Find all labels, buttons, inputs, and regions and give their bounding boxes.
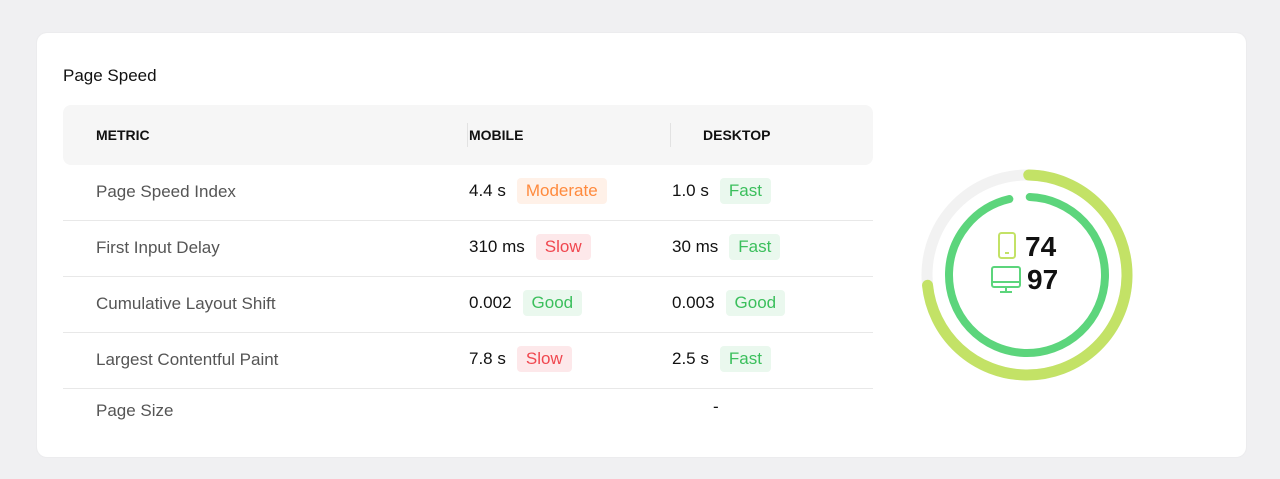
desktop-cell: 30 ms Fast xyxy=(672,234,781,260)
desktop-value: 1.0 s xyxy=(672,181,709,200)
table-row: Cumulative Layout Shift 0.002 Good 0.003 G… xyxy=(63,277,873,333)
monitor-icon xyxy=(991,266,1021,293)
desktop-cell: 2.5 s Fast xyxy=(672,346,771,372)
desktop-status-badge: Fast xyxy=(719,178,771,204)
mobile-value: 4.4 s xyxy=(469,181,506,200)
header-desktop: DESKTOP xyxy=(703,127,771,143)
header-metric: METRIC xyxy=(96,127,150,143)
metric-name: First Input Delay xyxy=(96,238,220,257)
metric-name: Page Size xyxy=(96,401,174,420)
metric-name: Cumulative Layout Shift xyxy=(96,294,276,313)
desktop-score-ring xyxy=(945,193,1109,357)
mobile-value: 0.002 xyxy=(469,293,512,312)
column-divider xyxy=(467,123,468,147)
page-speed-card: Page Speed METRIC MOBILE DESKTOP Page Sp… xyxy=(37,33,1246,457)
desktop-status-badge: Fast xyxy=(729,234,781,260)
page-size-value: - xyxy=(713,397,719,416)
mobile-cell: 310 ms Slow xyxy=(469,234,591,260)
table-row-page-size: Page Size - xyxy=(63,389,873,429)
smartphone-icon xyxy=(998,232,1016,259)
mobile-value: 7.8 s xyxy=(469,349,506,368)
mobile-status-badge: Good xyxy=(522,290,583,316)
table-row: Largest Contentful Paint 7.8 s Slow 2.5 s… xyxy=(63,333,873,389)
mobile-cell: 7.8 s Slow xyxy=(469,346,572,372)
table-row: First Input Delay 310 ms Slow 30 ms Fast xyxy=(63,221,873,277)
mobile-status-badge: Slow xyxy=(535,234,591,260)
mobile-cell: 0.002 Good xyxy=(469,290,583,316)
desktop-status-badge: Good xyxy=(725,290,786,316)
column-divider xyxy=(670,123,671,147)
metric-name: Largest Contentful Paint xyxy=(96,350,279,369)
desktop-score: 97 xyxy=(1027,264,1058,295)
metric-name: Page Speed Index xyxy=(96,182,236,201)
desktop-value: 2.5 s xyxy=(672,349,709,368)
table-row: Page Speed Index 4.4 s Moderate 1.0 s Fast xyxy=(63,165,873,221)
metrics-table: METRIC MOBILE DESKTOP Page Speed Index 4… xyxy=(63,105,873,429)
desktop-value: 30 ms xyxy=(672,237,719,256)
mobile-status-badge: Moderate xyxy=(516,178,607,204)
mobile-score-ring xyxy=(921,169,1133,381)
desktop-value: 0.003 xyxy=(672,293,715,312)
mobile-value: 310 ms xyxy=(469,237,525,256)
desktop-cell: 1.0 s Fast xyxy=(672,178,771,204)
desktop-cell: 0.003 Good xyxy=(672,290,786,316)
desktop-status-badge: Fast xyxy=(719,346,771,372)
mobile-status-badge: Slow xyxy=(516,346,572,372)
mobile-score: 74 xyxy=(1025,231,1057,262)
mobile-cell: 4.4 s Moderate xyxy=(469,178,607,204)
header-mobile: MOBILE xyxy=(469,127,524,143)
card-title: Page Speed xyxy=(63,66,157,85)
table-header: METRIC MOBILE DESKTOP xyxy=(63,105,873,165)
